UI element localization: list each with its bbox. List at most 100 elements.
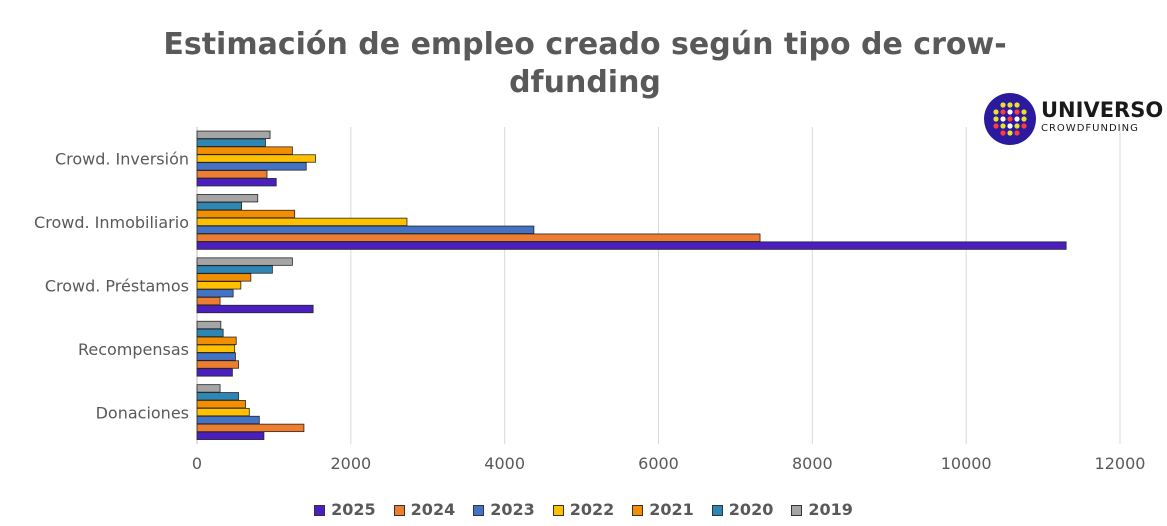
bar xyxy=(196,209,296,219)
bar xyxy=(196,217,408,227)
legend-swatch xyxy=(711,505,723,516)
chart-title-line-1: Estimación de empleo creado según tipo d… xyxy=(163,27,1007,62)
logo-dot xyxy=(1007,102,1013,108)
logo-dot xyxy=(1021,109,1027,115)
logo-dot xyxy=(1021,116,1027,122)
x-tick-label: 12000 xyxy=(1095,454,1146,473)
x-tick-label: 0 xyxy=(192,454,202,473)
legend-label: 2021 xyxy=(649,500,694,519)
logo-dot xyxy=(1000,102,1006,108)
bar xyxy=(196,265,273,274)
x-tick-label: 4000 xyxy=(484,454,525,473)
logo-dot xyxy=(1000,116,1006,122)
bar xyxy=(196,431,265,440)
logo-dot xyxy=(993,123,999,129)
legend-label: 2023 xyxy=(490,500,535,519)
logo-dot xyxy=(1014,102,1020,108)
bar xyxy=(196,273,252,282)
bar xyxy=(196,201,243,211)
bar xyxy=(196,146,293,155)
x-tick-label: 8000 xyxy=(792,454,833,473)
bar xyxy=(196,241,1067,250)
universo-crowdfunding-logo: UNIVERSO CROWDFUNDING xyxy=(983,92,1163,148)
logo-dot xyxy=(993,109,999,115)
bar xyxy=(196,392,239,401)
legend-label: 2025 xyxy=(331,500,376,519)
bar xyxy=(196,178,277,187)
bar xyxy=(196,423,305,433)
legend-swatch xyxy=(632,505,644,516)
bar xyxy=(196,336,237,345)
category-label: Crowd. Inversión xyxy=(55,150,189,169)
logo-dot xyxy=(1000,109,1006,115)
bar xyxy=(196,407,250,417)
legend-swatch xyxy=(314,505,326,516)
logo-dot xyxy=(1007,130,1013,136)
category-label: Crowd. Inmobiliario xyxy=(34,213,189,232)
logo-dot xyxy=(1007,123,1013,129)
legend-item: 2024 xyxy=(393,500,456,519)
bar xyxy=(196,289,234,298)
grid-lines xyxy=(196,127,1121,444)
bar xyxy=(196,304,314,314)
legend-item: 2023 xyxy=(473,500,535,519)
legend-swatch xyxy=(791,505,803,516)
bar xyxy=(196,320,222,330)
legend-item: 2021 xyxy=(632,500,694,519)
legend-label: 2024 xyxy=(410,500,456,519)
bar xyxy=(196,400,246,409)
legend-swatch xyxy=(473,505,485,516)
bar xyxy=(196,138,266,147)
chart-title: Estimación de empleo creado según tipo d… xyxy=(150,26,1020,102)
x-tick-labels: 0 2000 4000 6000 8000 10000 12000 xyxy=(192,454,1146,473)
logo-dot xyxy=(1014,123,1020,129)
legend-label: 2020 xyxy=(728,500,774,519)
legend-label: 2022 xyxy=(569,500,615,519)
logo-dot xyxy=(1007,109,1013,115)
bars xyxy=(196,130,1067,440)
bar xyxy=(196,281,242,290)
logo-dot xyxy=(1000,130,1006,136)
bar xyxy=(196,360,239,369)
logo-dot xyxy=(1014,130,1020,136)
logo-dots-icon xyxy=(984,93,1036,145)
legend-swatch xyxy=(393,505,405,516)
logo-dot xyxy=(1007,116,1013,122)
bar xyxy=(196,415,260,425)
category-label: Recompensas xyxy=(78,340,189,359)
bar xyxy=(196,352,236,361)
logo-dot xyxy=(1014,109,1020,115)
bar-chart: Crowd. Inversión Crowd. Inmobiliario Crowd… xyxy=(34,127,1146,473)
bar xyxy=(196,130,271,139)
bar xyxy=(196,384,221,393)
bar xyxy=(196,368,233,377)
bar xyxy=(196,162,307,171)
legend-item: 2025 xyxy=(314,500,376,519)
x-tick-label: 10000 xyxy=(941,454,992,473)
bar xyxy=(196,170,268,179)
category-labels: Crowd. Inversión Crowd. Inmobiliario Crowd… xyxy=(34,150,189,423)
bar xyxy=(196,194,259,203)
bar xyxy=(196,233,761,242)
bar xyxy=(196,257,293,266)
legend-item: 2019 xyxy=(791,500,853,519)
category-label: Crowd. Préstamos xyxy=(45,277,189,296)
legend-swatch xyxy=(552,505,564,516)
x-tick-label: 6000 xyxy=(638,454,679,473)
bar xyxy=(196,154,316,163)
bar xyxy=(196,344,236,353)
legend-label: 2019 xyxy=(808,500,853,519)
logo-dot xyxy=(1014,116,1020,122)
bar xyxy=(196,328,224,338)
bar xyxy=(196,225,535,234)
logo-dot xyxy=(993,116,999,122)
legend-item: 2022 xyxy=(552,500,615,519)
logo-subtitle: CROWDFUNDING xyxy=(1041,123,1139,134)
logo-dot xyxy=(1021,123,1027,129)
category-label: Donaciones xyxy=(96,403,189,422)
bar xyxy=(196,296,221,306)
logo-name: UNIVERSO xyxy=(1041,98,1164,122)
chart-title-line-2: dfunding xyxy=(509,65,661,100)
legend-item: 2020 xyxy=(711,500,774,519)
x-tick-label: 2000 xyxy=(330,454,371,473)
